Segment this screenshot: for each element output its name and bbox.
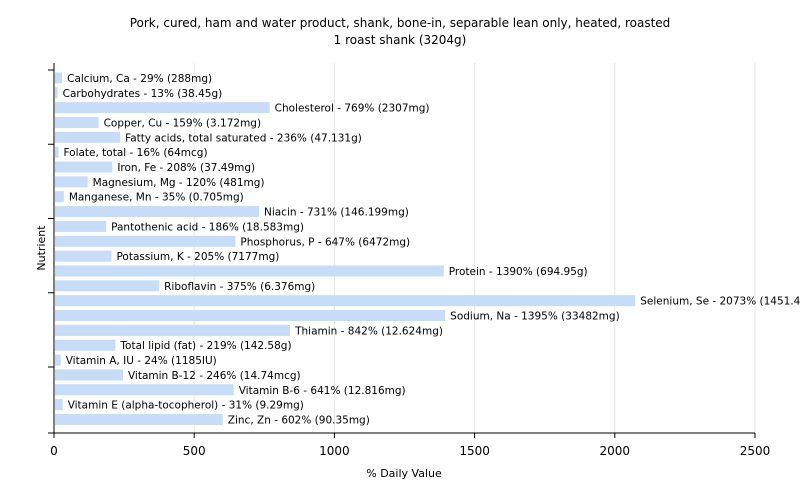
x-tick-label: 0 [50,444,58,458]
bar-label: Vitamin B-12 - 246% (14.74mcg) [128,370,301,382]
bar-label: Potassium, K - 205% (7177mg) [116,251,279,263]
bar-label: Iron, Fe - 208% (37.49mg) [117,162,255,174]
bar [55,295,636,307]
bar-label: Copper, Cu - 159% (3.172mg) [104,117,262,129]
chart-subtitle-text: 1 roast shank (3204g) [334,33,467,47]
bar [55,324,291,336]
bar [55,72,63,84]
bar-label: Protein - 1390% (694.95g) [449,266,588,278]
bar [55,339,116,351]
axes [53,63,755,434]
bar [55,250,112,262]
bar-label: Riboflavin - 375% (6.376mg) [164,281,315,293]
bar-label: Fatty acids, total saturated - 236% (47.… [125,132,362,144]
bar-label: Calcium, Ca - 29% (288mg) [67,73,212,85]
bar [55,206,259,218]
bar-label: Manganese, Mn - 35% (0.705mg) [69,192,244,204]
bar-label: Sodium, Na - 1395% (33482mg) [450,311,620,323]
bar-label: Carbohydrates - 13% (38.45g) [63,88,223,100]
bar [55,116,99,128]
bar [55,354,61,366]
x-axis-ticks: 0 500 1000 1500 2000 2500 [50,433,770,458]
bar-label: Magnesium, Mg - 120% (481mg) [93,177,265,189]
bar [55,399,63,411]
bar-label: Folate, total - 16% (64mcg) [63,147,207,159]
bar-label: Cholesterol - 769% (2307mg) [275,103,430,115]
y-axis-ticks [48,69,54,434]
bar [55,310,446,322]
bar-label: Zinc, Zn - 602% (90.35mg) [228,414,370,426]
bars-group: Calcium, Ca - 29% (288mg) Carbohydrates -… [55,72,800,426]
x-tick-label: 1500 [459,444,490,458]
x-tick-label: 500 [183,444,206,458]
bar [55,220,107,232]
bar [55,369,123,381]
bar [55,265,444,277]
bar [55,280,160,292]
bar [55,161,113,173]
bar-label: Selenium, Se - 2073% (1451.4mcg) [640,296,800,308]
chart-title: Pork, cured, ham and water product, shan… [130,16,671,47]
bar-label: Thiamin - 842% (12.624mg) [294,325,443,337]
bar-label: Total lipid (fat) - 219% (142.58g) [119,340,291,352]
bar [55,235,236,247]
chart-title-text: Pork, cured, ham and water product, shan… [130,16,671,30]
bar [55,131,121,143]
x-tick-label: 1000 [319,444,350,458]
bar [55,413,223,425]
x-tick-label: 2500 [740,444,771,458]
bar [55,87,58,99]
gridlines [193,63,756,433]
bar-label: Phosphorus, P - 647% (6472mg) [240,236,410,248]
x-axis-title: % Daily Value [366,467,442,480]
bar-label: Niacin - 731% (146.199mg) [264,207,409,219]
bar-label: Vitamin B-6 - 641% (12.816mg) [239,385,406,397]
bar-label: Pantothenic acid - 186% (18.583mg) [111,221,304,233]
bar [55,146,59,158]
bar [55,102,270,114]
bar [55,191,64,203]
bar-label: Vitamin A, IU - 24% (1185IU) [66,355,217,367]
x-tick-label: 2000 [600,444,631,458]
bar [55,384,234,396]
bar-label: Vitamin E (alpha-tocopherol) - 31% (9.29… [68,400,304,412]
bar [55,176,88,188]
y-axis-title: Nutrient [35,225,48,271]
